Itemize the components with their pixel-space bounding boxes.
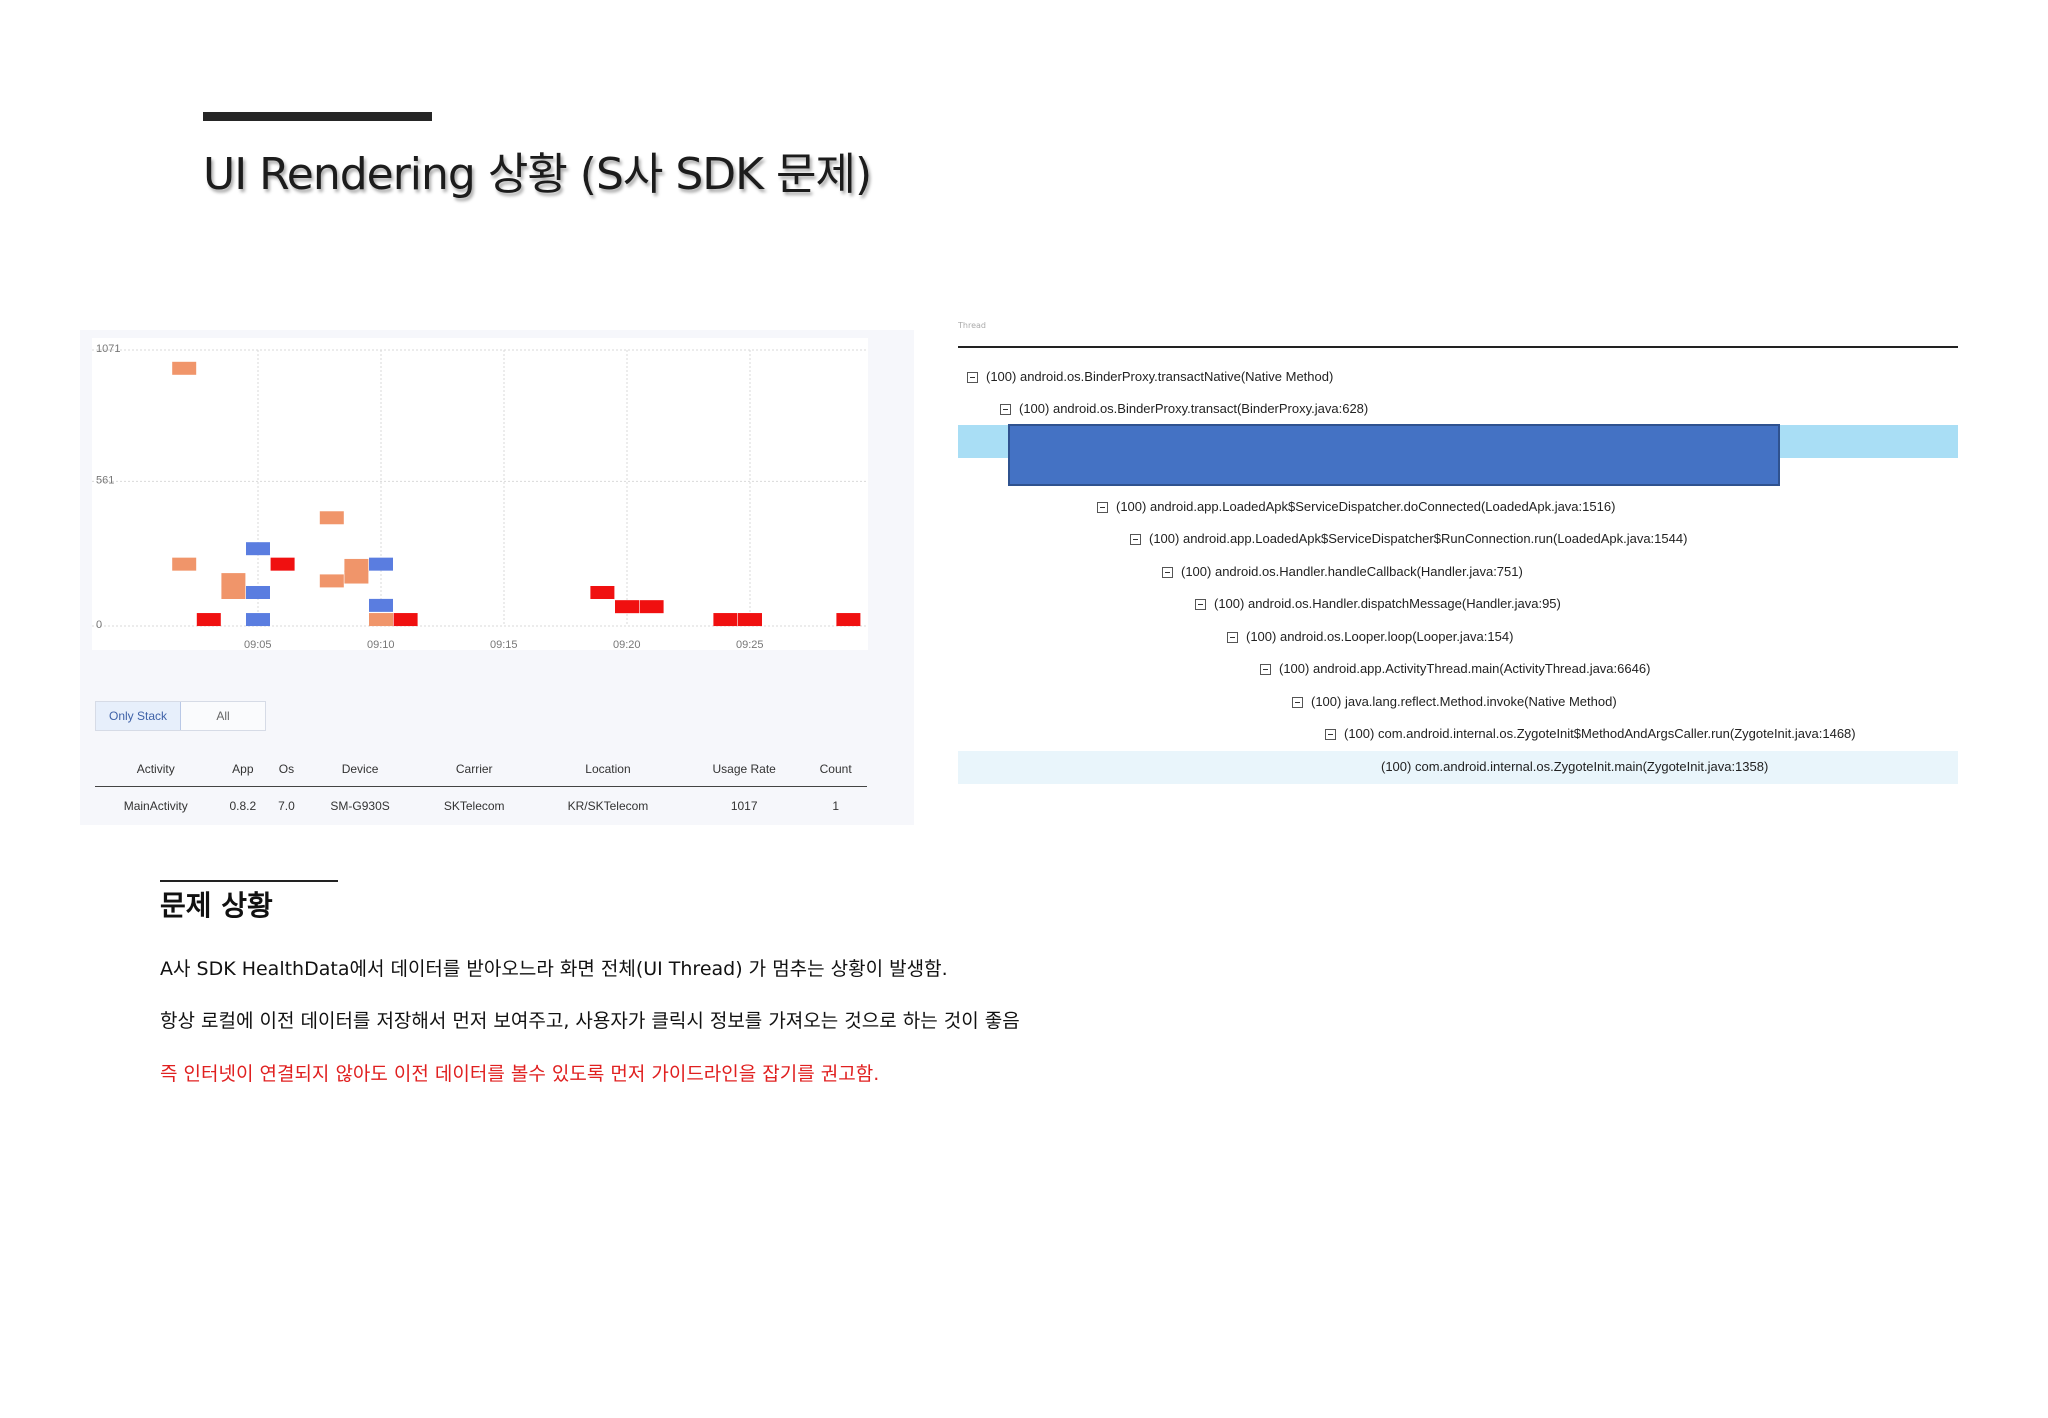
data-point-mark — [319, 574, 344, 588]
stack-frame-row[interactable]: (100) android.app.LoadedApk$ServiceDispa… — [1130, 527, 1687, 551]
table-cell: MainActivity — [123, 798, 188, 813]
table-row[interactable]: MainActivity 0.8.2 7.0 SM-G930S SKTeleco… — [95, 787, 867, 825]
stack-frame-row[interactable]: (100) com.android.internal.os.ZygoteInit… — [1325, 722, 1856, 746]
table-header-row: Activity App Os Device Carrier Location … — [95, 752, 867, 787]
section-accent-bar — [160, 880, 338, 882]
collapse-icon[interactable] — [1162, 566, 1173, 578]
data-point-mark — [738, 613, 762, 627]
data-point-mark — [172, 361, 197, 375]
x-tick-label: 09:25 — [736, 639, 764, 650]
data-point-mark — [369, 613, 393, 627]
column-header: Activity — [95, 752, 217, 787]
stack-frame-text: (100) android.app.ActivityThread.main(Ac… — [1279, 661, 1651, 676]
collapse-icon[interactable] — [1195, 598, 1206, 610]
column-header: Count — [804, 752, 867, 787]
stack-frame-text: (100) android.app.LoadedApk$ServiceDispa… — [1116, 499, 1616, 514]
data-point-mark — [344, 558, 369, 572]
column-header: Device — [303, 752, 417, 787]
slide-title: UI Rendering 상황 (S사 SDK 문제) — [203, 149, 872, 200]
column-header: Location — [531, 752, 685, 787]
scatter-chart: 1071 561 0 09:05 09:10 09:15 09:20 09:25 — [92, 338, 868, 650]
only-stack-button[interactable]: Only Stack — [96, 702, 181, 730]
column-header: Os — [269, 752, 304, 787]
y-tick-label: 561 — [96, 474, 114, 486]
table-cell: KR/SKTelecom — [567, 798, 649, 813]
collapse-icon[interactable] — [1260, 663, 1271, 675]
stack-frame-text: (100) android.os.BinderProxy.transactNat… — [986, 369, 1334, 384]
data-point-mark — [836, 613, 861, 627]
stack-frame-text: (100) android.os.Handler.dispatchMessage… — [1214, 596, 1561, 611]
y-tick-label: 0 — [96, 619, 102, 631]
problem-section-title: 문제 상황 — [160, 889, 273, 922]
data-point-mark — [369, 557, 393, 571]
device-info-table: Activity App Os Device Carrier Location … — [95, 752, 867, 824]
data-point-mark — [713, 613, 738, 627]
highlighted-frame-block — [1008, 424, 1780, 486]
stack-frame-row[interactable]: (100) android.os.Handler.dispatchMessage… — [1195, 592, 1561, 616]
x-tick-label: 09:15 — [490, 639, 518, 650]
data-point-mark — [369, 598, 393, 612]
stack-frame-text: (100) java.lang.reflect.Method.invoke(Na… — [1311, 694, 1617, 709]
data-point-mark — [270, 557, 295, 571]
table-cell: SM-G930S — [330, 798, 390, 813]
x-tick-label: 09:10 — [367, 639, 395, 650]
data-point-mark — [590, 585, 615, 599]
stack-frame-row[interactable]: (100) android.app.LoadedApk$ServiceDispa… — [1097, 495, 1615, 519]
stack-frame-text: (100) android.app.LoadedApk$ServiceDispa… — [1149, 531, 1688, 546]
table-cell: 1017 — [730, 798, 758, 813]
data-point-mark — [639, 600, 664, 614]
stack-header-label: Thread — [958, 322, 986, 330]
data-point-mark — [221, 585, 246, 599]
stack-filter-toggle: Only Stack All — [95, 701, 266, 731]
data-point-mark — [172, 557, 197, 571]
data-point-mark — [221, 573, 246, 587]
collapse-icon[interactable] — [967, 371, 978, 383]
stack-frame-row[interactable]: (100) java.lang.reflect.Method.invoke(Na… — [1292, 690, 1617, 714]
stack-frame-text: (100) com.android.internal.os.ZygoteInit… — [1381, 759, 1769, 774]
stack-frame-row[interactable]: (100) android.os.BinderProxy.transactNat… — [967, 365, 1333, 389]
stack-frame-text: (100) com.android.internal.os.ZygoteInit… — [1344, 726, 1856, 741]
x-tick-label: 09:20 — [613, 639, 641, 650]
collapse-icon[interactable] — [1000, 403, 1011, 415]
stack-frame-row-selected[interactable]: (100) com.android.internal.os.ZygoteInit… — [1381, 755, 1768, 779]
data-point-mark — [393, 613, 418, 627]
table-cell: 1 — [832, 798, 839, 813]
problem-line-2: 항상 로컬에 이전 데이터를 저장해서 먼저 보여주고, 사용자가 클릭시 정보… — [160, 1010, 1020, 1032]
y-tick-label: 1071 — [96, 343, 120, 355]
stack-divider — [958, 346, 1958, 348]
collapse-icon[interactable] — [1227, 631, 1238, 643]
data-point-mark — [344, 570, 369, 584]
chart-svg: 1071 561 0 09:05 09:10 09:15 09:20 09:25 — [92, 343, 868, 650]
data-point-mark — [196, 613, 221, 627]
stack-frame-row[interactable]: (100) android.os.Handler.handleCallback(… — [1162, 560, 1523, 584]
problem-line-1: A사 SDK HealthData에서 데이터를 받아오느라 화면 전체(UI … — [160, 958, 948, 980]
collapse-icon[interactable] — [1292, 696, 1303, 708]
table-cell: 0.8.2 — [229, 798, 257, 813]
stack-frame-row[interactable]: (100) android.os.BinderProxy.transact(Bi… — [1000, 397, 1368, 421]
collapse-icon[interactable] — [1130, 533, 1141, 545]
collapse-icon[interactable] — [1325, 728, 1336, 740]
selected-row-band — [958, 751, 1958, 784]
all-button[interactable]: All — [216, 709, 230, 723]
table-cell: 7.0 — [278, 798, 295, 813]
data-point-mark — [615, 600, 639, 614]
problem-line-3-recommendation: 즉 인터넷이 연결되지 않아도 이전 데이터를 볼수 있도록 먼저 가이드라인을… — [160, 1063, 880, 1085]
data-point-mark — [246, 585, 270, 599]
stack-frame-text: (100) android.os.Looper.loop(Looper.java… — [1246, 629, 1514, 644]
x-tick-label: 09:05 — [244, 639, 272, 650]
column-header: App — [216, 752, 270, 787]
collapse-icon[interactable] — [1097, 501, 1108, 513]
data-point-mark — [319, 511, 344, 525]
title-accent-bar — [203, 112, 432, 121]
stack-frame-row[interactable]: (100) android.os.Looper.loop(Looper.java… — [1227, 625, 1513, 649]
stack-frame-row[interactable]: (100) android.app.ActivityThread.main(Ac… — [1260, 657, 1650, 681]
column-header: Carrier — [416, 752, 532, 787]
stack-frame-text: (100) android.os.BinderProxy.transact(Bi… — [1019, 401, 1369, 416]
table-cell: SKTelecom — [443, 798, 505, 813]
column-header: Usage Rate — [684, 752, 805, 787]
stack-frame-text: (100) android.os.Handler.handleCallback(… — [1181, 564, 1523, 579]
data-point-mark — [246, 613, 270, 627]
data-point-mark — [246, 542, 270, 556]
